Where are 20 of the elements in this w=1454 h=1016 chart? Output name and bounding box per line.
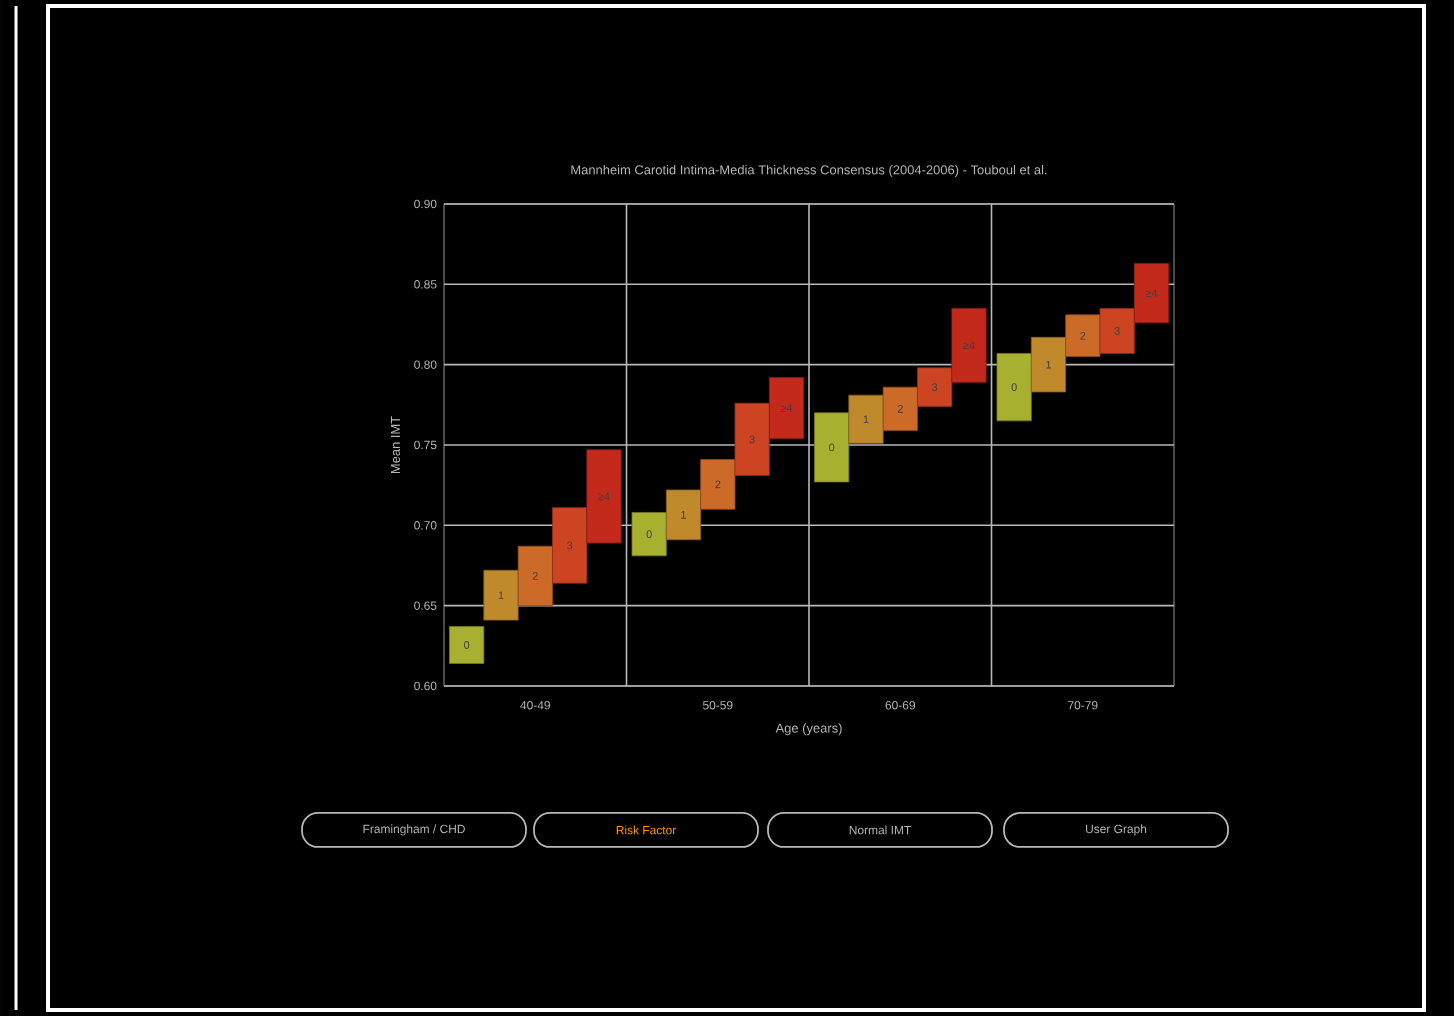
bar xyxy=(631,512,667,557)
bar xyxy=(734,402,770,476)
bar xyxy=(848,394,884,444)
bar xyxy=(586,449,622,544)
bar xyxy=(700,459,736,510)
bar xyxy=(1030,336,1067,393)
bar xyxy=(1099,308,1135,354)
bar xyxy=(517,545,553,607)
bar xyxy=(665,489,702,541)
bar xyxy=(768,377,805,439)
bar xyxy=(917,367,953,407)
bar xyxy=(449,626,485,664)
bar xyxy=(552,507,588,584)
bar xyxy=(1133,263,1170,324)
bar xyxy=(814,412,850,483)
bar xyxy=(882,386,918,431)
bar xyxy=(483,569,519,621)
bar xyxy=(951,308,987,383)
bar xyxy=(996,352,1032,422)
bar xyxy=(1065,314,1101,358)
